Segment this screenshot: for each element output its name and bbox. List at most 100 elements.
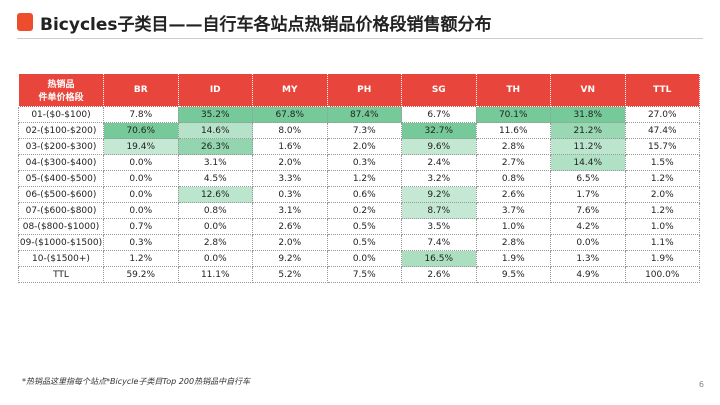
cell: 3.5% <box>401 218 477 235</box>
corner-label: 件单价格段 <box>38 93 84 103</box>
cell: 7.5% <box>326 266 402 283</box>
cell: 70.1% <box>475 106 551 123</box>
cell: 3.1% <box>177 154 253 171</box>
cell: 0.0% <box>103 202 179 219</box>
table: 热销品 件单价格段 BR ID MY PH SG TH VN TTL 01-($0-$100) 7.8… <box>18 73 700 283</box>
row-label: 09-($1000-$1500) <box>18 234 104 251</box>
row-label: 01-($0-$100) <box>18 106 104 123</box>
column-header: VN <box>550 73 626 107</box>
cell: 2.8% <box>177 234 253 251</box>
cell: 8.7% <box>401 202 477 219</box>
cell: 26.3% <box>177 138 253 155</box>
table-row: 06-($500-$600) 0.0% 12.6% 0.3% 0.6% 9.2% 2.6% 1… <box>18 186 700 203</box>
cell: 5.2% <box>252 266 328 283</box>
cell: 7.4% <box>401 234 477 251</box>
cell: 0.3% <box>252 186 328 203</box>
corner-label: 热销品 <box>47 80 75 90</box>
page-number: 6 <box>698 380 704 389</box>
table-row: 05-($400-$500) 0.0% 4.5% 3.3% 1.2% 3.2% 0.8% 6.… <box>18 170 700 187</box>
cell: 100.0% <box>624 266 700 283</box>
row-label: 02-($100-$200) <box>18 122 104 139</box>
cell: 1.9% <box>624 250 700 267</box>
column-header: PH <box>326 73 402 107</box>
cell: 4.9% <box>550 266 626 283</box>
cell: 87.4% <box>326 106 402 123</box>
cell: 3.1% <box>252 202 328 219</box>
cell: 8.0% <box>252 122 328 139</box>
cell: 2.6% <box>252 218 328 235</box>
cell: 1.6% <box>252 138 328 155</box>
table-row: 08-($800-$1000) 0.7% 0.0% 2.6% 0.5% 3.5% 1.0% 4… <box>18 218 700 235</box>
cell: 2.8% <box>475 138 551 155</box>
cell: 0.0% <box>550 234 626 251</box>
footnote: *热销品这里指每个站点*Bicycle子类目Top 200热销品中自行车 <box>22 377 251 386</box>
cell: 0.5% <box>326 234 402 251</box>
cell: 0.0% <box>177 250 253 267</box>
row-label: 03-($200-$300) <box>18 138 104 155</box>
cell: 2.6% <box>401 266 477 283</box>
cell: 2.4% <box>401 154 477 171</box>
cell: 1.1% <box>624 234 700 251</box>
rule <box>17 38 703 39</box>
cell: 0.3% <box>103 234 179 251</box>
column-header: BR <box>103 73 179 107</box>
cell: 0.3% <box>326 154 402 171</box>
cell: 0.0% <box>103 154 179 171</box>
cell: 1.3% <box>550 250 626 267</box>
cell: 3.2% <box>401 170 477 187</box>
cell: 2.0% <box>252 154 328 171</box>
column-header: ID <box>177 73 253 107</box>
cell: 4.5% <box>177 170 253 187</box>
table-row: 10-($1500+) 1.2% 0.0% 9.2% 0.0% 16.5% 1.9% 1.3%… <box>18 250 700 267</box>
cell: 35.2% <box>177 106 253 123</box>
row-label: 08-($800-$1000) <box>18 218 104 235</box>
cell: 15.7% <box>624 138 700 155</box>
cell: 4.2% <box>550 218 626 235</box>
cell: 2.0% <box>624 186 700 203</box>
cell: 9.2% <box>252 250 328 267</box>
cell: 1.0% <box>475 218 551 235</box>
cell: 47.4% <box>624 122 700 139</box>
cell: 7.6% <box>550 202 626 219</box>
cell: 11.6% <box>475 122 551 139</box>
title: Bicycles子类目——自行车各站点热销品价格段销售额分布 <box>40 15 492 35</box>
row-label: 07-($600-$800) <box>18 202 104 219</box>
cell: 0.8% <box>475 170 551 187</box>
cell: 1.7% <box>550 186 626 203</box>
table-row: 04-($300-$400) 0.0% 3.1% 2.0% 0.3% 2.4% 2.7% 14… <box>18 154 700 171</box>
cell: 2.7% <box>475 154 551 171</box>
cell: 0.0% <box>103 170 179 187</box>
cell: 0.6% <box>326 186 402 203</box>
cell: 27.0% <box>624 106 700 123</box>
cell: 9.6% <box>401 138 477 155</box>
row-label: TTL <box>18 266 104 283</box>
cell: 0.5% <box>326 218 402 235</box>
cell: 11.1% <box>177 266 253 283</box>
table-row: 03-($200-$300) 19.4% 26.3% 1.6% 2.0% 9.6% 2.8%… <box>18 138 700 155</box>
cell: 32.7% <box>401 122 477 139</box>
row-label: 06-($500-$600) <box>18 186 104 203</box>
cell: 1.2% <box>624 170 700 187</box>
cell: 0.2% <box>326 202 402 219</box>
cell: 9.2% <box>401 186 477 203</box>
cell: 11.2% <box>550 138 626 155</box>
cell: 7.3% <box>326 122 402 139</box>
cell: 3.3% <box>252 170 328 187</box>
corner-header: 热销品 件单价格段 <box>18 73 104 107</box>
cell: 7.8% <box>103 106 179 123</box>
cell: 6.5% <box>550 170 626 187</box>
cell: 0.8% <box>177 202 253 219</box>
cell: 70.6% <box>103 122 179 139</box>
row-label: 05-($400-$500) <box>18 170 104 187</box>
row-label: 10-($1500+) <box>18 250 104 267</box>
column-header: MY <box>252 73 328 107</box>
cell: 9.5% <box>475 266 551 283</box>
cell: 1.2% <box>624 202 700 219</box>
table-row: 01-($0-$100) 7.8% 35.2% 67.8% 87.4% 6.7% 70.1%… <box>18 106 700 123</box>
cell: 0.0% <box>103 186 179 203</box>
cell: 0.0% <box>177 218 253 235</box>
logo <box>17 13 33 31</box>
cell: 12.6% <box>177 186 253 203</box>
cell: 2.8% <box>475 234 551 251</box>
